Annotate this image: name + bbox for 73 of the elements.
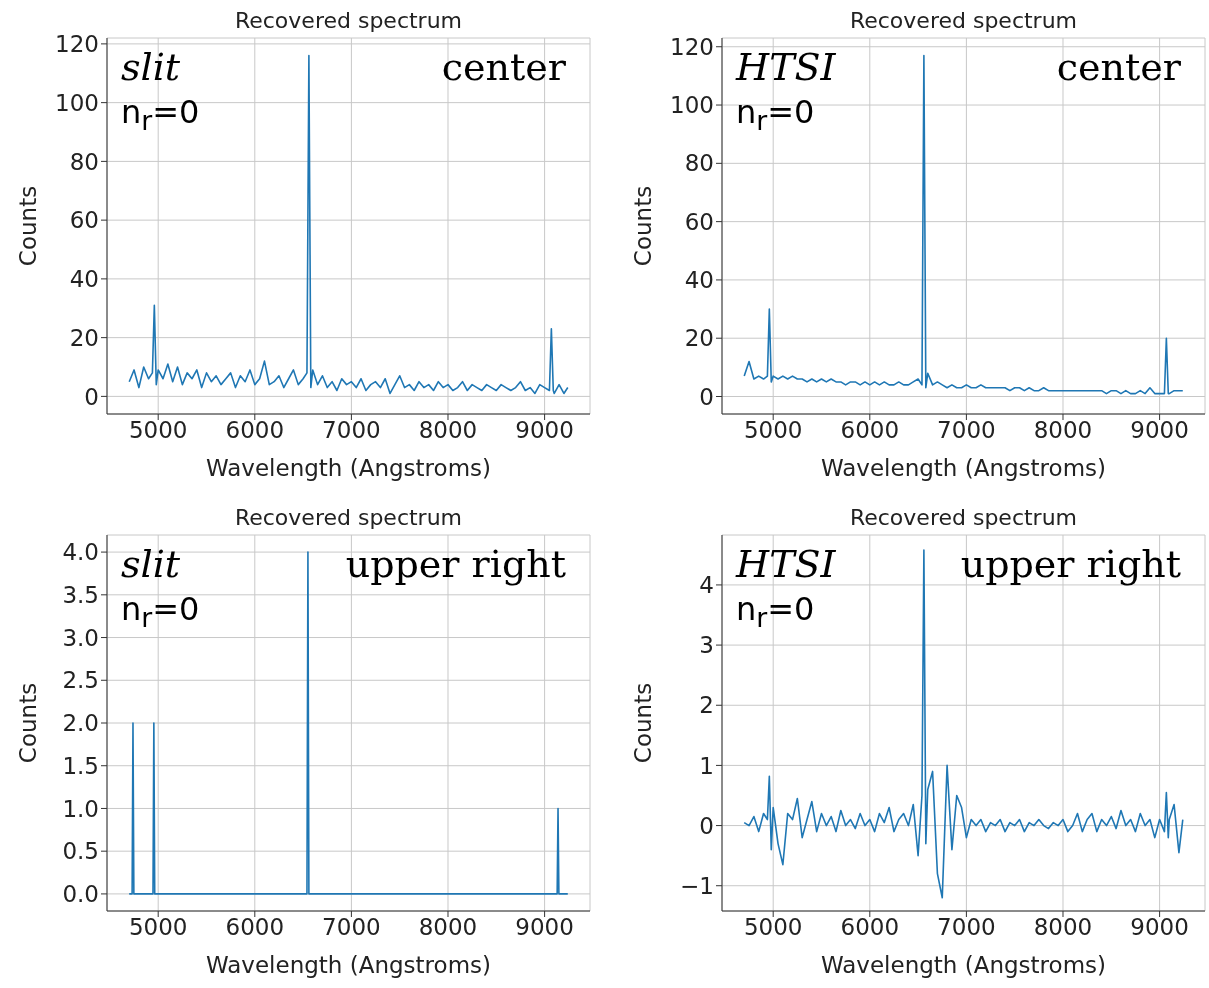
x-tick-label: 6000 — [840, 914, 900, 941]
chart-title: Recovered spectrum — [848, 505, 1079, 530]
y-tick-label: 120 — [670, 33, 714, 60]
annotation: center — [441, 45, 566, 89]
annotation: slit — [121, 542, 181, 586]
annotation: HTSI — [736, 542, 836, 586]
x-tick-label: 9000 — [1130, 417, 1189, 444]
x-tick-label: 7000 — [322, 914, 381, 941]
y-tick-label: 4.0 — [62, 539, 99, 566]
y-tick-label: 80 — [69, 148, 99, 175]
y-tick-label: 0.5 — [62, 838, 99, 865]
x-axis-title: Wavelength (Angstroms) — [820, 952, 1107, 978]
y-tick-label: 0 — [699, 383, 714, 410]
y-tick-label: 3.0 — [62, 624, 99, 651]
annotation: center — [1056, 45, 1181, 89]
annotation: slit — [121, 45, 181, 89]
annotation: upper right — [345, 542, 566, 586]
y-tick-label: 100 — [670, 92, 714, 119]
y-tick-label: 4 — [699, 572, 714, 599]
annotation: n$_{r}$=0 — [736, 590, 815, 634]
x-tick-label: 5000 — [128, 914, 188, 941]
x-tick-label: 5000 — [743, 417, 803, 444]
x-axis-title: Wavelength (Angstroms) — [205, 455, 492, 481]
y-tick-label: 40 — [684, 267, 714, 294]
y-tick-label: 0 — [699, 812, 714, 839]
x-tick-label: 5000 — [743, 914, 803, 941]
y-tick-label: 20 — [684, 325, 714, 352]
y-tick-label: 60 — [69, 207, 99, 234]
x-tick-label: 7000 — [937, 417, 996, 444]
x-tick-label: 9000 — [515, 417, 574, 444]
y-axis-title: Counts — [15, 185, 42, 267]
y-tick-label: 2 — [699, 692, 714, 719]
y-tick-label: 40 — [69, 266, 99, 293]
chart-title: Recovered spectrum — [233, 505, 464, 530]
x-tick-label: 6000 — [225, 914, 285, 941]
chart-title: Recovered spectrum — [233, 8, 464, 33]
y-tick-label: 20 — [69, 324, 99, 351]
y-tick-label: 80 — [684, 150, 714, 177]
y-tick-label: 60 — [684, 208, 714, 235]
y-axis-title: Counts — [630, 185, 657, 267]
y-tick-label: 1.0 — [62, 795, 99, 822]
x-tick-label: 8000 — [418, 417, 478, 444]
y-tick-label: 1 — [699, 752, 714, 779]
x-axis-title: Wavelength (Angstroms) — [820, 455, 1107, 481]
x-tick-label: 6000 — [225, 417, 285, 444]
annotation: n$_{r}$=0 — [121, 590, 200, 634]
x-tick-label: 5000 — [128, 417, 188, 444]
x-tick-label: 7000 — [322, 417, 381, 444]
y-tick-label: 2.0 — [62, 710, 99, 737]
y-tick-label: 100 — [55, 89, 99, 116]
x-axis-title: Wavelength (Angstroms) — [205, 952, 492, 978]
x-tick-label: 8000 — [418, 914, 478, 941]
x-tick-label: 7000 — [937, 914, 996, 941]
annotation: upper right — [960, 542, 1181, 586]
annotation: HTSI — [736, 45, 836, 89]
y-tick-label: −1 — [680, 872, 714, 899]
y-tick-label: 3.5 — [62, 581, 99, 608]
y-tick-label: 0 — [84, 383, 99, 410]
y-tick-label: 120 — [55, 31, 99, 58]
y-tick-label: 1.5 — [62, 752, 99, 779]
x-tick-label: 6000 — [840, 417, 900, 444]
annotation: n$_{r}$=0 — [736, 93, 815, 137]
y-tick-label: 2.5 — [62, 667, 99, 694]
y-tick-label: 3 — [699, 632, 714, 659]
chart-title: Recovered spectrum — [848, 8, 1079, 33]
y-axis-title: Counts — [15, 682, 42, 764]
annotation: n$_{r}$=0 — [121, 93, 200, 137]
x-tick-label: 8000 — [1033, 417, 1093, 444]
x-tick-label: 9000 — [515, 914, 574, 941]
x-tick-label: 8000 — [1033, 914, 1093, 941]
y-tick-label: 0.0 — [62, 881, 99, 908]
x-tick-label: 9000 — [1130, 914, 1189, 941]
y-axis-title: Counts — [630, 682, 657, 764]
